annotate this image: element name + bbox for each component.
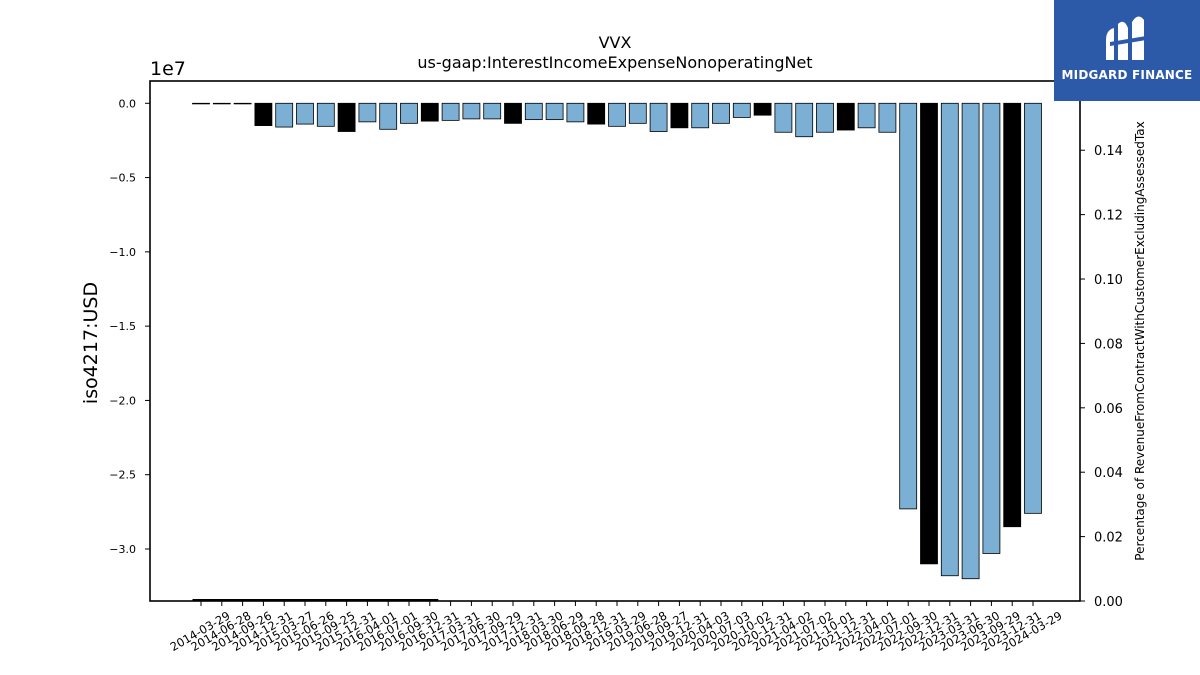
bar-2023-12-31 <box>1003 102 1022 528</box>
bar-2015-03-27 <box>275 102 294 128</box>
y-tick-label: −1.5 <box>109 320 136 333</box>
y2-ticks-group: 0.000.020.040.060.080.100.120.140.16 <box>1080 80 1123 610</box>
y2-tick-label: 0.04 <box>1094 466 1123 481</box>
y-tick-label: −3.0 <box>109 543 136 556</box>
bar-2017-12-31 <box>504 102 522 124</box>
y2-tick-label: 0.02 <box>1094 531 1123 546</box>
bar-2022-04-01 <box>857 102 876 129</box>
y-tick-label: −2.0 <box>109 394 136 407</box>
bar-2017-03-31 <box>441 102 460 121</box>
y2-tick-label: 0.06 <box>1094 402 1123 417</box>
bar-2014-09-26 <box>233 102 252 105</box>
bar-2020-07-03 <box>712 102 730 124</box>
logo-mark-icon <box>1106 16 1146 61</box>
bar-2021-10-01 <box>816 102 834 133</box>
bar-2021-07-02 <box>795 102 814 138</box>
y-axis-label: iso4217:USD <box>80 282 102 404</box>
y2-tick-label: 0.12 <box>1094 209 1123 224</box>
bar-2019-12-31 <box>670 102 689 129</box>
y-tick-label: −0.5 <box>109 172 136 185</box>
y-offset-label: 1e7 <box>150 58 186 80</box>
y2-tick-label: 0.14 <box>1094 144 1123 159</box>
y2-tick-label: 0.00 <box>1094 595 1123 610</box>
bar-2022-12-31 <box>920 102 938 565</box>
bar-2024-03-29 <box>1024 102 1042 514</box>
bar-2019-09-27 <box>649 102 668 132</box>
bar-2014-06-28 <box>212 102 231 105</box>
bar-2018-09-28 <box>566 102 585 123</box>
bar-2016-04-01 <box>358 102 377 123</box>
bar-2022-07-01 <box>878 102 897 133</box>
bar-2020-12-31 <box>753 102 772 116</box>
y-ticks-group: 0.0 −0.5 −1.0 −1.5 −2.0 −2.5 −3.0 <box>109 97 150 556</box>
bar-2016-12-31 <box>420 102 439 122</box>
bar-2020-10-02 <box>732 102 751 118</box>
y2-tick-label: 0.10 <box>1094 273 1123 288</box>
bar-2019-06-28 <box>628 102 647 124</box>
y2-axis-label: Percentage of RevenueFromContractWithCus… <box>1133 121 1147 560</box>
bar-2016-09-30 <box>400 102 418 124</box>
bar-2014-03-29 <box>192 102 210 105</box>
plot-frame <box>149 80 1081 602</box>
bar-2014-12-31 <box>254 102 273 126</box>
bar-2023-06-30 <box>961 102 980 580</box>
bar-2015-09-25 <box>316 102 335 127</box>
bar-2016-07-01 <box>379 102 398 130</box>
y2-tick-label: 0.08 <box>1094 337 1123 352</box>
chart-subtitle: us-gaap:InterestIncomeExpenseNonoperatin… <box>417 53 812 72</box>
x-ticks-group: 2014-03-292014-06-282014-09-262014-12-31… <box>168 601 1065 654</box>
bar-2015-12-31 <box>337 102 356 132</box>
bar-2022-09-30 <box>899 102 918 510</box>
bar-2021-12-31 <box>836 102 855 131</box>
bar-2019-03-29 <box>608 102 626 127</box>
y-tick-label: 0.0 <box>119 97 137 110</box>
bar-2018-12-31 <box>587 102 606 125</box>
y-tick-label: −2.5 <box>109 469 136 482</box>
bar-2020-04-03 <box>691 102 710 129</box>
bar-2017-06-30 <box>462 102 481 120</box>
bar-2018-06-29 <box>545 102 564 121</box>
bar-2021-04-02 <box>774 102 793 133</box>
bar-2023-09-29 <box>982 102 1001 554</box>
bar-2017-09-29 <box>483 102 502 120</box>
bar-2015-06-26 <box>296 102 314 125</box>
chart-title: VVX <box>599 33 632 52</box>
logo-text: MIDGARD FINANCE <box>1061 68 1193 82</box>
bar-2023-03-31 <box>940 102 959 577</box>
y-tick-label: −1.0 <box>109 246 136 259</box>
bar-2018-03-30 <box>524 102 543 121</box>
logo: MIDGARD FINANCE <box>1054 0 1200 101</box>
bars-group <box>192 102 1042 580</box>
